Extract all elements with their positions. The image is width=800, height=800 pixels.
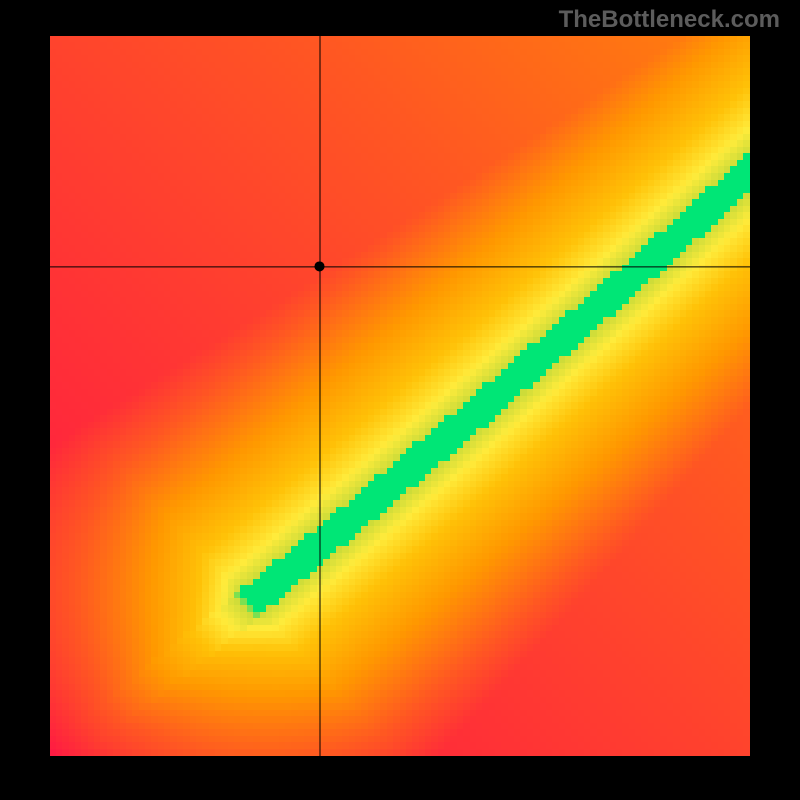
chart-container: TheBottleneck.com [0, 0, 800, 800]
watermark-label: TheBottleneck.com [559, 6, 780, 34]
bottleneck-heatmap [50, 36, 750, 756]
